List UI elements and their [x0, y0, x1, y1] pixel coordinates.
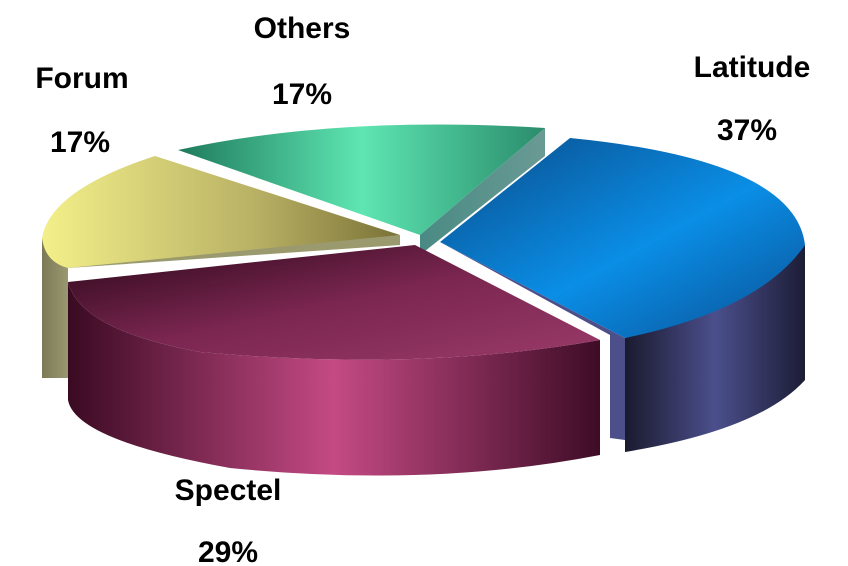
slice-spectel-side — [68, 282, 600, 476]
pie-slice-others — [178, 124, 545, 255]
label-latitude-pct: 37% — [717, 114, 777, 147]
pie-slice-latitude — [440, 138, 805, 452]
label-spectel-name: Spectel — [175, 474, 282, 507]
slice-latitude-top — [440, 138, 805, 338]
pie-slice-spectel — [68, 245, 600, 476]
label-spectel-pct: 29% — [198, 536, 258, 566]
label-others-name: Others — [254, 12, 351, 45]
label-forum-name: Forum — [35, 62, 128, 95]
slice-forum-side — [42, 238, 68, 378]
label-latitude-name: Latitude — [694, 51, 811, 84]
label-others-pct: 17% — [272, 78, 332, 111]
slice-spectel-top — [68, 245, 600, 360]
slice-others-side — [420, 128, 545, 255]
slice-latitude-side — [625, 245, 805, 452]
pie-slice-forum — [42, 156, 400, 378]
slice-forum-top — [42, 156, 400, 268]
label-forum-pct: 17% — [50, 126, 110, 159]
slice-others-top — [178, 124, 545, 235]
